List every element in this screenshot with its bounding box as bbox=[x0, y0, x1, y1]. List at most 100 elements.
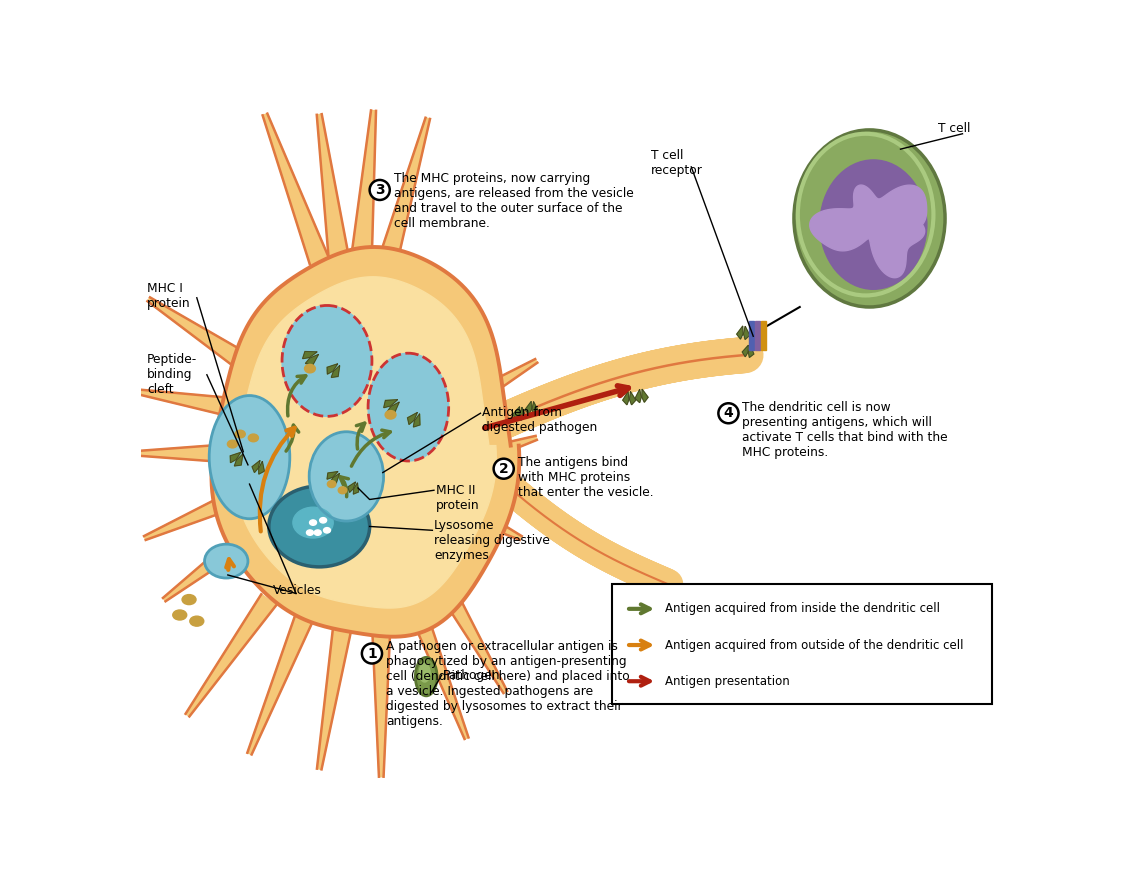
Polygon shape bbox=[317, 114, 349, 258]
Polygon shape bbox=[743, 327, 750, 339]
Polygon shape bbox=[460, 436, 537, 469]
Polygon shape bbox=[136, 390, 231, 417]
Polygon shape bbox=[380, 117, 430, 259]
Text: The antigens bind
with MHC proteins
that enter the vesicle.: The antigens bind with MHC proteins that… bbox=[518, 456, 653, 498]
Text: MHC I
protein: MHC I protein bbox=[147, 282, 191, 311]
Ellipse shape bbox=[182, 595, 196, 604]
Polygon shape bbox=[635, 390, 641, 402]
Polygon shape bbox=[186, 595, 276, 716]
Circle shape bbox=[362, 643, 382, 664]
Ellipse shape bbox=[315, 530, 321, 535]
Polygon shape bbox=[247, 615, 312, 755]
Text: MHC II
protein: MHC II protein bbox=[435, 484, 479, 512]
Polygon shape bbox=[751, 330, 758, 344]
Polygon shape bbox=[327, 472, 337, 479]
Polygon shape bbox=[532, 401, 538, 415]
Polygon shape bbox=[408, 604, 468, 739]
Text: Lysosome
releasing digestive
enzymes: Lysosome releasing digestive enzymes bbox=[434, 519, 549, 562]
Ellipse shape bbox=[309, 432, 384, 521]
Text: 2: 2 bbox=[499, 462, 509, 475]
Ellipse shape bbox=[173, 610, 187, 620]
Ellipse shape bbox=[248, 434, 258, 441]
Text: Antigen presentation: Antigen presentation bbox=[664, 675, 790, 688]
Polygon shape bbox=[513, 407, 520, 419]
Polygon shape bbox=[407, 413, 417, 425]
Ellipse shape bbox=[368, 353, 449, 461]
Polygon shape bbox=[306, 354, 318, 365]
Bar bbox=[755, 321, 760, 350]
Text: Vesicles: Vesicles bbox=[273, 584, 321, 597]
Text: Pathogen: Pathogen bbox=[443, 669, 501, 682]
Circle shape bbox=[494, 458, 513, 479]
Text: The MHC proteins, now carrying
antigens, are released from the vesicle
and trave: The MHC proteins, now carrying antigens,… bbox=[394, 173, 634, 231]
Polygon shape bbox=[353, 483, 359, 494]
Ellipse shape bbox=[319, 518, 327, 523]
Polygon shape bbox=[138, 444, 230, 463]
Text: T cell
receptor: T cell receptor bbox=[651, 150, 703, 177]
Polygon shape bbox=[810, 185, 927, 278]
Polygon shape bbox=[742, 345, 748, 357]
Polygon shape bbox=[235, 277, 496, 608]
Polygon shape bbox=[642, 389, 649, 402]
Polygon shape bbox=[455, 499, 522, 540]
Polygon shape bbox=[230, 452, 240, 463]
Polygon shape bbox=[384, 400, 397, 408]
Polygon shape bbox=[331, 473, 340, 483]
Ellipse shape bbox=[293, 507, 333, 538]
Polygon shape bbox=[387, 402, 399, 413]
Ellipse shape bbox=[307, 530, 314, 535]
Polygon shape bbox=[352, 110, 376, 254]
Polygon shape bbox=[162, 531, 250, 602]
Text: 1: 1 bbox=[367, 646, 377, 660]
Polygon shape bbox=[211, 247, 519, 636]
Polygon shape bbox=[252, 461, 259, 473]
Ellipse shape bbox=[385, 410, 396, 419]
Circle shape bbox=[719, 403, 739, 424]
Text: The dendritic cell is now
presenting antigens, which will
activate T cells that : The dendritic cell is now presenting ant… bbox=[742, 400, 948, 459]
Text: Antigen acquired from inside the dendritic cell: Antigen acquired from inside the dendrit… bbox=[664, 603, 940, 615]
Polygon shape bbox=[258, 461, 264, 474]
Text: 4: 4 bbox=[723, 406, 733, 420]
Ellipse shape bbox=[204, 544, 248, 578]
Polygon shape bbox=[372, 623, 390, 777]
Polygon shape bbox=[148, 297, 247, 368]
Polygon shape bbox=[144, 492, 237, 540]
Polygon shape bbox=[629, 392, 636, 405]
Text: Antigen from
digested pathogen: Antigen from digested pathogen bbox=[482, 406, 597, 433]
Bar bbox=[613, 584, 992, 704]
Bar bbox=[761, 321, 766, 350]
Polygon shape bbox=[263, 114, 328, 264]
Ellipse shape bbox=[794, 130, 945, 307]
Ellipse shape bbox=[190, 616, 204, 627]
Ellipse shape bbox=[309, 520, 317, 525]
Text: T cell: T cell bbox=[937, 122, 970, 135]
Ellipse shape bbox=[327, 481, 336, 488]
Polygon shape bbox=[302, 352, 317, 359]
Polygon shape bbox=[737, 326, 743, 339]
Text: 3: 3 bbox=[374, 183, 385, 197]
Ellipse shape bbox=[228, 441, 238, 448]
Polygon shape bbox=[347, 482, 355, 492]
Ellipse shape bbox=[820, 160, 927, 289]
Text: Antigen acquired from outside of the dendritic cell: Antigen acquired from outside of the den… bbox=[664, 638, 963, 651]
Ellipse shape bbox=[235, 430, 245, 438]
Ellipse shape bbox=[282, 305, 372, 417]
Ellipse shape bbox=[209, 395, 290, 519]
Polygon shape bbox=[749, 345, 754, 358]
Polygon shape bbox=[414, 414, 420, 427]
Text: A pathogen or extracellular antigen is
phagocytized by an antigen-presenting
cel: A pathogen or extracellular antigen is p… bbox=[386, 640, 629, 728]
Polygon shape bbox=[332, 366, 340, 377]
Polygon shape bbox=[526, 401, 531, 415]
Text: Peptide-
binding
cleft: Peptide- binding cleft bbox=[147, 353, 197, 396]
Ellipse shape bbox=[305, 364, 316, 373]
Polygon shape bbox=[455, 359, 537, 415]
Polygon shape bbox=[758, 330, 765, 343]
Polygon shape bbox=[435, 580, 508, 693]
Ellipse shape bbox=[324, 528, 331, 533]
Bar bbox=[749, 321, 754, 350]
Ellipse shape bbox=[420, 664, 430, 682]
Circle shape bbox=[370, 180, 390, 200]
Ellipse shape bbox=[338, 487, 346, 494]
Polygon shape bbox=[327, 364, 337, 374]
Ellipse shape bbox=[268, 486, 370, 567]
